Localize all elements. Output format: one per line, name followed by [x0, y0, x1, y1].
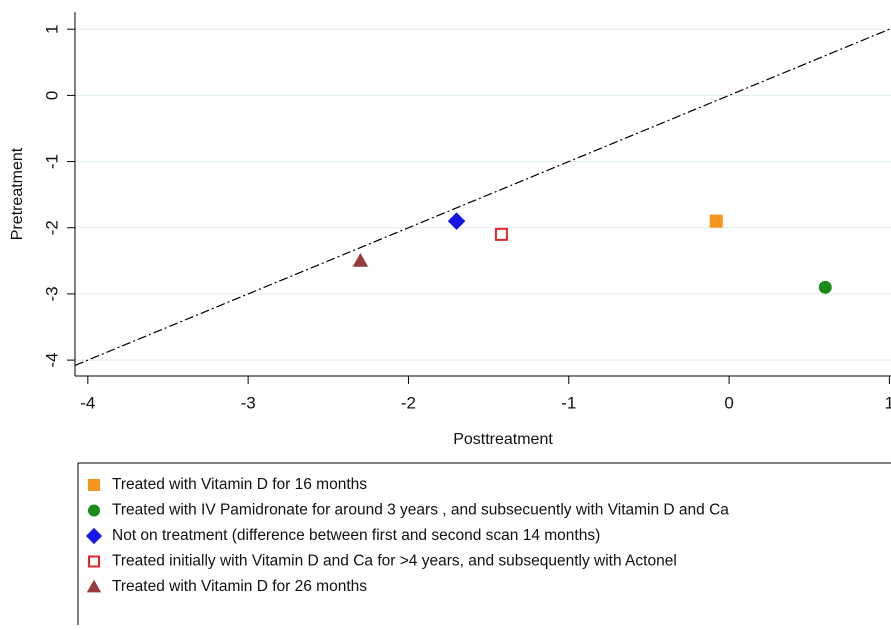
legend-label: Treated with Vitamin D for 16 months — [112, 476, 367, 493]
x-tick-label: 1 — [885, 393, 891, 412]
legend-label: Not on treatment (difference between fir… — [112, 527, 600, 544]
y-tick-label: 1 — [42, 24, 61, 33]
legend-marker — [88, 479, 100, 491]
marker — [494, 227, 508, 241]
y-tick-label: 0 — [42, 91, 61, 100]
y-tick-label: -1 — [42, 154, 61, 169]
x-tick-label: -3 — [241, 393, 256, 412]
legend-label: Treated with IV Pamidronate for around 3… — [112, 502, 729, 519]
legend-marker — [88, 504, 100, 517]
reference-line — [74, 27, 891, 366]
x-axis-label: Posttreatment — [453, 431, 553, 448]
legend: Treated with Vitamin D for 16 months Trea… — [85, 476, 729, 595]
y-axis-label: Pretreatment — [9, 147, 26, 240]
x-tick-label: -1 — [561, 393, 576, 412]
marker — [352, 253, 369, 267]
y-tick-label: -3 — [42, 286, 61, 301]
legend-box — [77, 462, 891, 630]
legend-label: Treated with Vitamin D for 26 months — [112, 578, 367, 595]
marker — [447, 212, 466, 230]
marker — [709, 214, 723, 228]
x-tick-label: -4 — [80, 393, 95, 412]
legend-marker — [86, 579, 102, 593]
y-tick-label: -2 — [42, 220, 61, 235]
x-tick-label: 0 — [724, 393, 733, 412]
legend-marker — [85, 527, 103, 545]
y-tick-label: -4 — [42, 353, 61, 368]
legend-marker — [88, 555, 100, 568]
marker — [818, 280, 832, 294]
legend-label: Treated initially with Vitamin D and Ca … — [112, 553, 677, 570]
x-tick-label: -2 — [401, 393, 416, 412]
